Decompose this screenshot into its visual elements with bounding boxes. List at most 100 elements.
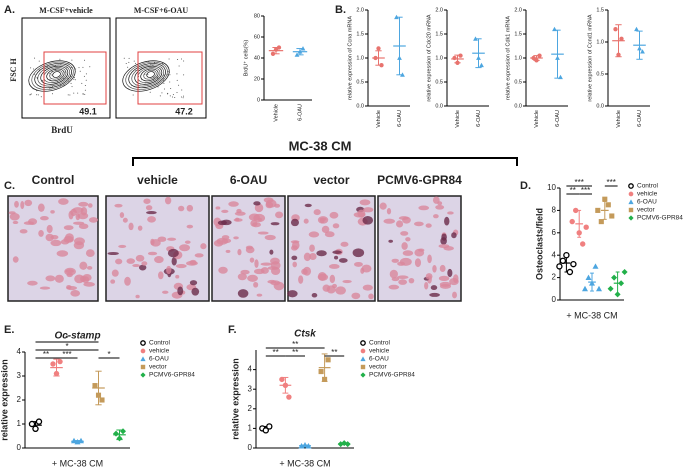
point [616, 52, 621, 57]
cell [316, 250, 327, 257]
cell [50, 210, 55, 214]
significance-label: ** [292, 348, 298, 357]
flow-dot [51, 93, 53, 95]
flow-dot [37, 94, 39, 96]
significance-label: ** [43, 350, 49, 359]
point [607, 285, 614, 292]
flow-dot [59, 85, 61, 87]
flow-dot [162, 62, 164, 64]
point [302, 442, 308, 448]
y-tick-label: 1 [17, 419, 22, 428]
cell [388, 284, 400, 290]
cell [9, 212, 20, 221]
flow-dot [181, 58, 183, 60]
cell [119, 212, 125, 218]
flow-dot [38, 60, 40, 62]
cell [430, 285, 438, 291]
flow-contour [125, 61, 168, 90]
flow-dot [144, 73, 146, 75]
flow-dot [153, 77, 155, 79]
flow-contour [31, 61, 74, 90]
cell [83, 282, 95, 287]
cell [291, 255, 298, 261]
flow-dot [70, 82, 72, 84]
flow-dot [163, 88, 165, 90]
point [476, 55, 481, 60]
cell [396, 220, 404, 228]
flow-dot [148, 61, 150, 63]
cell [308, 231, 320, 238]
cell [398, 279, 408, 285]
flow-dot [135, 69, 137, 71]
cell [233, 236, 239, 240]
point [276, 45, 282, 50]
cell [449, 278, 459, 286]
cell [146, 211, 157, 215]
cell [340, 241, 349, 247]
panel-label: A. [4, 4, 15, 16]
flow-dot [67, 78, 69, 80]
point [555, 55, 560, 60]
point [325, 357, 331, 363]
flow-dot [163, 74, 165, 76]
cell [158, 271, 164, 280]
x-tick-label: 6-OAU [555, 110, 561, 127]
cell [28, 218, 38, 226]
x-tick-label: Vehicle [616, 110, 622, 128]
legend-marker [140, 340, 146, 346]
flow-dot [77, 92, 79, 94]
point [270, 51, 276, 56]
legend-label: PCMV6-GPR84 [149, 372, 195, 379]
flow-dot [128, 61, 130, 63]
flow-dot [168, 58, 170, 60]
flow-dot [176, 73, 178, 75]
cell [249, 257, 255, 263]
cell [389, 269, 398, 279]
cell [19, 229, 28, 234]
flow-dot [163, 78, 165, 80]
point [589, 280, 595, 286]
significance-label: *** [581, 186, 590, 195]
cell [88, 217, 99, 223]
cell [402, 250, 414, 256]
cell [362, 284, 373, 291]
y-tick-label: 3 [248, 384, 253, 393]
cell [145, 205, 153, 211]
cell [179, 244, 191, 252]
cell [54, 274, 64, 283]
flow-dot [150, 64, 152, 66]
cell [228, 201, 239, 207]
cell [317, 216, 329, 224]
image-label: PCMV6-GPR84 [377, 173, 462, 187]
point [120, 428, 126, 435]
flow-gate [43, 51, 107, 105]
cell [45, 275, 56, 282]
flow-dot [66, 66, 68, 68]
cell [38, 230, 44, 237]
cell [194, 253, 204, 258]
point [95, 392, 102, 398]
flow-dot [169, 81, 171, 83]
y-tick-label: 0 [257, 97, 260, 103]
point [534, 58, 539, 63]
point [618, 280, 625, 287]
cell [147, 251, 158, 256]
cell [269, 249, 274, 255]
flow-dot [127, 66, 129, 68]
cell [147, 216, 156, 223]
flow-dot [79, 70, 81, 72]
point [640, 49, 645, 54]
legend-marker [140, 356, 146, 362]
flow-contour [140, 68, 159, 82]
cell [396, 275, 409, 280]
legend-label: Control [369, 340, 391, 347]
cell [368, 293, 374, 300]
y-tick-label: 10 [547, 183, 556, 192]
x-axis-label: + MC-38 CM [52, 458, 103, 468]
flow-dot [51, 71, 53, 73]
point [582, 285, 588, 292]
flow-dot [54, 65, 56, 67]
flow-dot [89, 66, 91, 68]
y-tick-label: 0.0 [514, 103, 522, 109]
flow-dot [73, 92, 75, 94]
